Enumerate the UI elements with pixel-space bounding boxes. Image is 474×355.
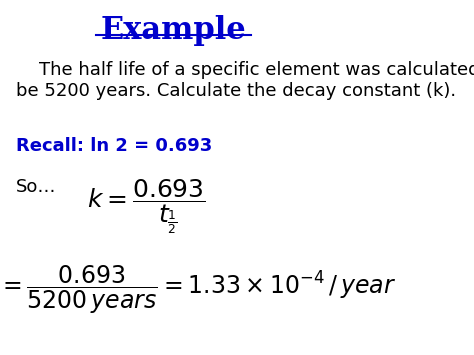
- Text: The half life of a specific element was calculated to
be 5200 years. Calculate t: The half life of a specific element was …: [16, 61, 474, 100]
- Text: Example: Example: [100, 16, 246, 47]
- Text: Recall: ln 2 = 0.693: Recall: ln 2 = 0.693: [16, 137, 212, 155]
- Text: $k = \dfrac{0.693}{5200\,years} = 1.33\times10^{-4}\,/\,year$: $k = \dfrac{0.693}{5200\,years} = 1.33\t…: [0, 264, 396, 316]
- Text: $k = \dfrac{0.693}{t_{\frac{1}{2}}}$: $k = \dfrac{0.693}{t_{\frac{1}{2}}}$: [87, 178, 206, 236]
- Text: So…: So…: [16, 178, 56, 196]
